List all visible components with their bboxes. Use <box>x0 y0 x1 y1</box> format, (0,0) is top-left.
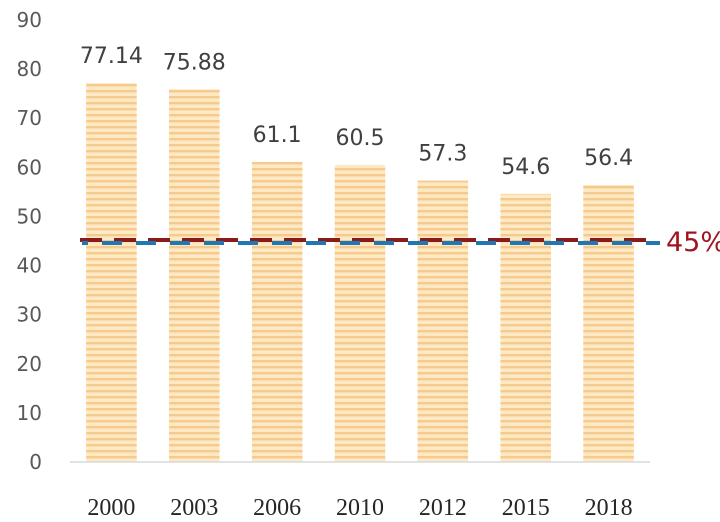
bar <box>583 185 634 462</box>
x-tick-label: 2018 <box>585 495 633 521</box>
data-label: 60.5 <box>336 126 385 151</box>
y-tick-label: 10 <box>17 401 42 425</box>
y-tick-label: 70 <box>17 106 42 130</box>
bar <box>334 164 386 462</box>
data-label: 56.4 <box>584 146 633 171</box>
data-label: 54.6 <box>501 155 550 180</box>
data-label: 61.1 <box>253 123 302 148</box>
x-tick-label: 2015 <box>502 495 550 521</box>
x-tick-label: 2003 <box>170 495 218 521</box>
x-axis-category-labels: 2000 2003 2006 2010 2012 2015 2018 <box>87 495 632 521</box>
bars <box>86 83 634 463</box>
bar <box>86 83 137 462</box>
y-tick-label: 20 <box>17 352 42 376</box>
bar <box>500 193 551 462</box>
data-label: 77.14 <box>80 44 143 69</box>
reference-line-group: 45% <box>80 227 720 258</box>
data-label: 57.3 <box>418 142 467 167</box>
data-labels: 77.14 75.88 61.1 60.5 57.3 54.6 56.4 <box>80 44 633 180</box>
x-tick-label: 2012 <box>419 495 467 521</box>
y-axis-ticks: 0 10 20 30 40 50 60 70 80 90 <box>17 8 42 474</box>
bar <box>417 180 469 463</box>
y-tick-label: 90 <box>17 8 42 32</box>
y-tick-label: 80 <box>17 57 42 81</box>
y-tick-label: 40 <box>17 254 42 278</box>
x-tick-label: 2006 <box>253 495 301 521</box>
x-tick-label: 2010 <box>336 495 384 521</box>
reference-line-label: 45% <box>666 227 720 258</box>
bar <box>251 161 303 463</box>
data-label: 75.88 <box>163 50 226 75</box>
bar <box>169 89 220 463</box>
y-tick-label: 0 <box>29 450 42 474</box>
y-tick-label: 50 <box>17 204 42 228</box>
y-tick-label: 60 <box>17 155 42 179</box>
x-tick-label: 2000 <box>87 495 135 521</box>
y-tick-label: 30 <box>17 303 42 327</box>
